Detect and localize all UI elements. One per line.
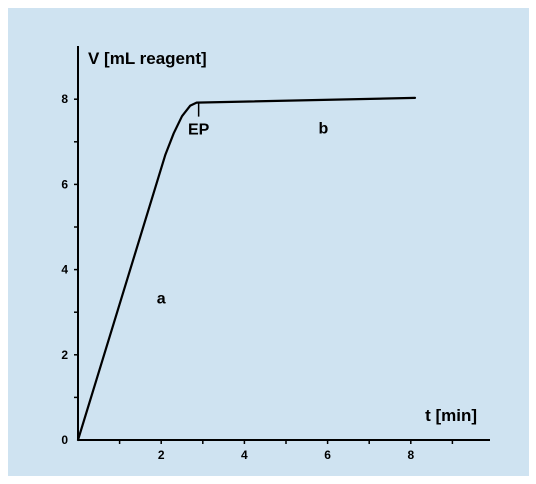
- x-axis-label: t [min]: [425, 406, 477, 425]
- titration-chart: 0 2 4 6 8 2 4 6 8 V [mL reagent] t [min] EP a b: [61, 46, 490, 462]
- x-tick-label: 8: [407, 448, 414, 462]
- ticks: [74, 98, 412, 444]
- segment-label-a: a: [157, 291, 166, 308]
- annotations: EP a b: [157, 120, 329, 307]
- y-axis-label: V [mL reagent]: [88, 49, 207, 68]
- minor-ticks: [74, 141, 454, 444]
- y-tick-label: 0: [61, 433, 68, 447]
- x-tick-label: 6: [324, 448, 331, 462]
- y-tick-label: 2: [61, 348, 68, 362]
- y-tick-label: 8: [61, 92, 68, 106]
- endpoint-label: EP: [188, 122, 210, 139]
- y-tick-label: 6: [61, 177, 68, 191]
- tick-labels: 0 2 4 6 8 2 4 6 8: [61, 92, 414, 462]
- segment-label-b: b: [319, 120, 329, 137]
- axes: [77, 46, 490, 441]
- x-tick-label: 2: [158, 448, 165, 462]
- x-tick-label: 4: [241, 448, 248, 462]
- titration-curve: [76, 96, 417, 442]
- y-tick-label: 4: [61, 263, 68, 277]
- chart-panel: 0 2 4 6 8 2 4 6 8 V [mL reagent] t [min] EP a b: [8, 8, 529, 476]
